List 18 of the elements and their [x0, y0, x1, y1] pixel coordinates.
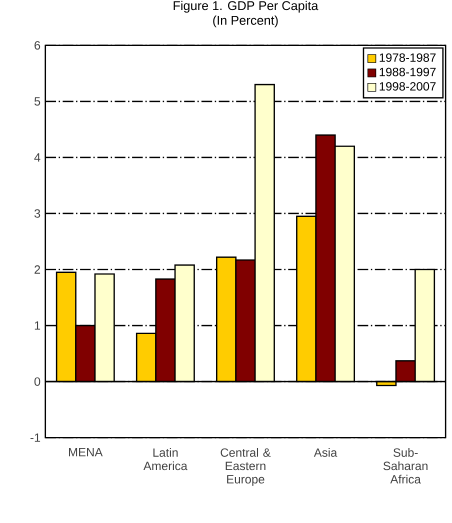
y-tick-label: 5 [34, 97, 40, 106]
x-tick-label: MENA [68, 448, 103, 456]
chart-subtitle: (In Percent) [213, 16, 278, 28]
x-tick-label: Asia [314, 448, 338, 457]
legend-label: 1998-2007 [380, 82, 436, 91]
x-tick-label: Latin America [143, 448, 188, 470]
y-tick-label: -1 [30, 433, 40, 442]
legend-label: 1988-1997 [380, 68, 436, 76]
y-tick-label: 3 [34, 209, 40, 218]
x-tick-label: Central & Eastern Europe [220, 448, 271, 486]
y-tick-label: 2 [34, 265, 40, 274]
y-tick-label: 6 [34, 41, 40, 50]
legend-label: 1978-1987 [380, 53, 436, 62]
y-tick-label: 0 [34, 377, 40, 386]
y-tick-label: 1 [34, 321, 40, 330]
x-tick-label: Sub-Saharan Africa [383, 448, 428, 484]
chart-title: Figure 1. GDP Per Capita [174, 0, 318, 13]
y-tick-label: 4 [34, 153, 40, 162]
